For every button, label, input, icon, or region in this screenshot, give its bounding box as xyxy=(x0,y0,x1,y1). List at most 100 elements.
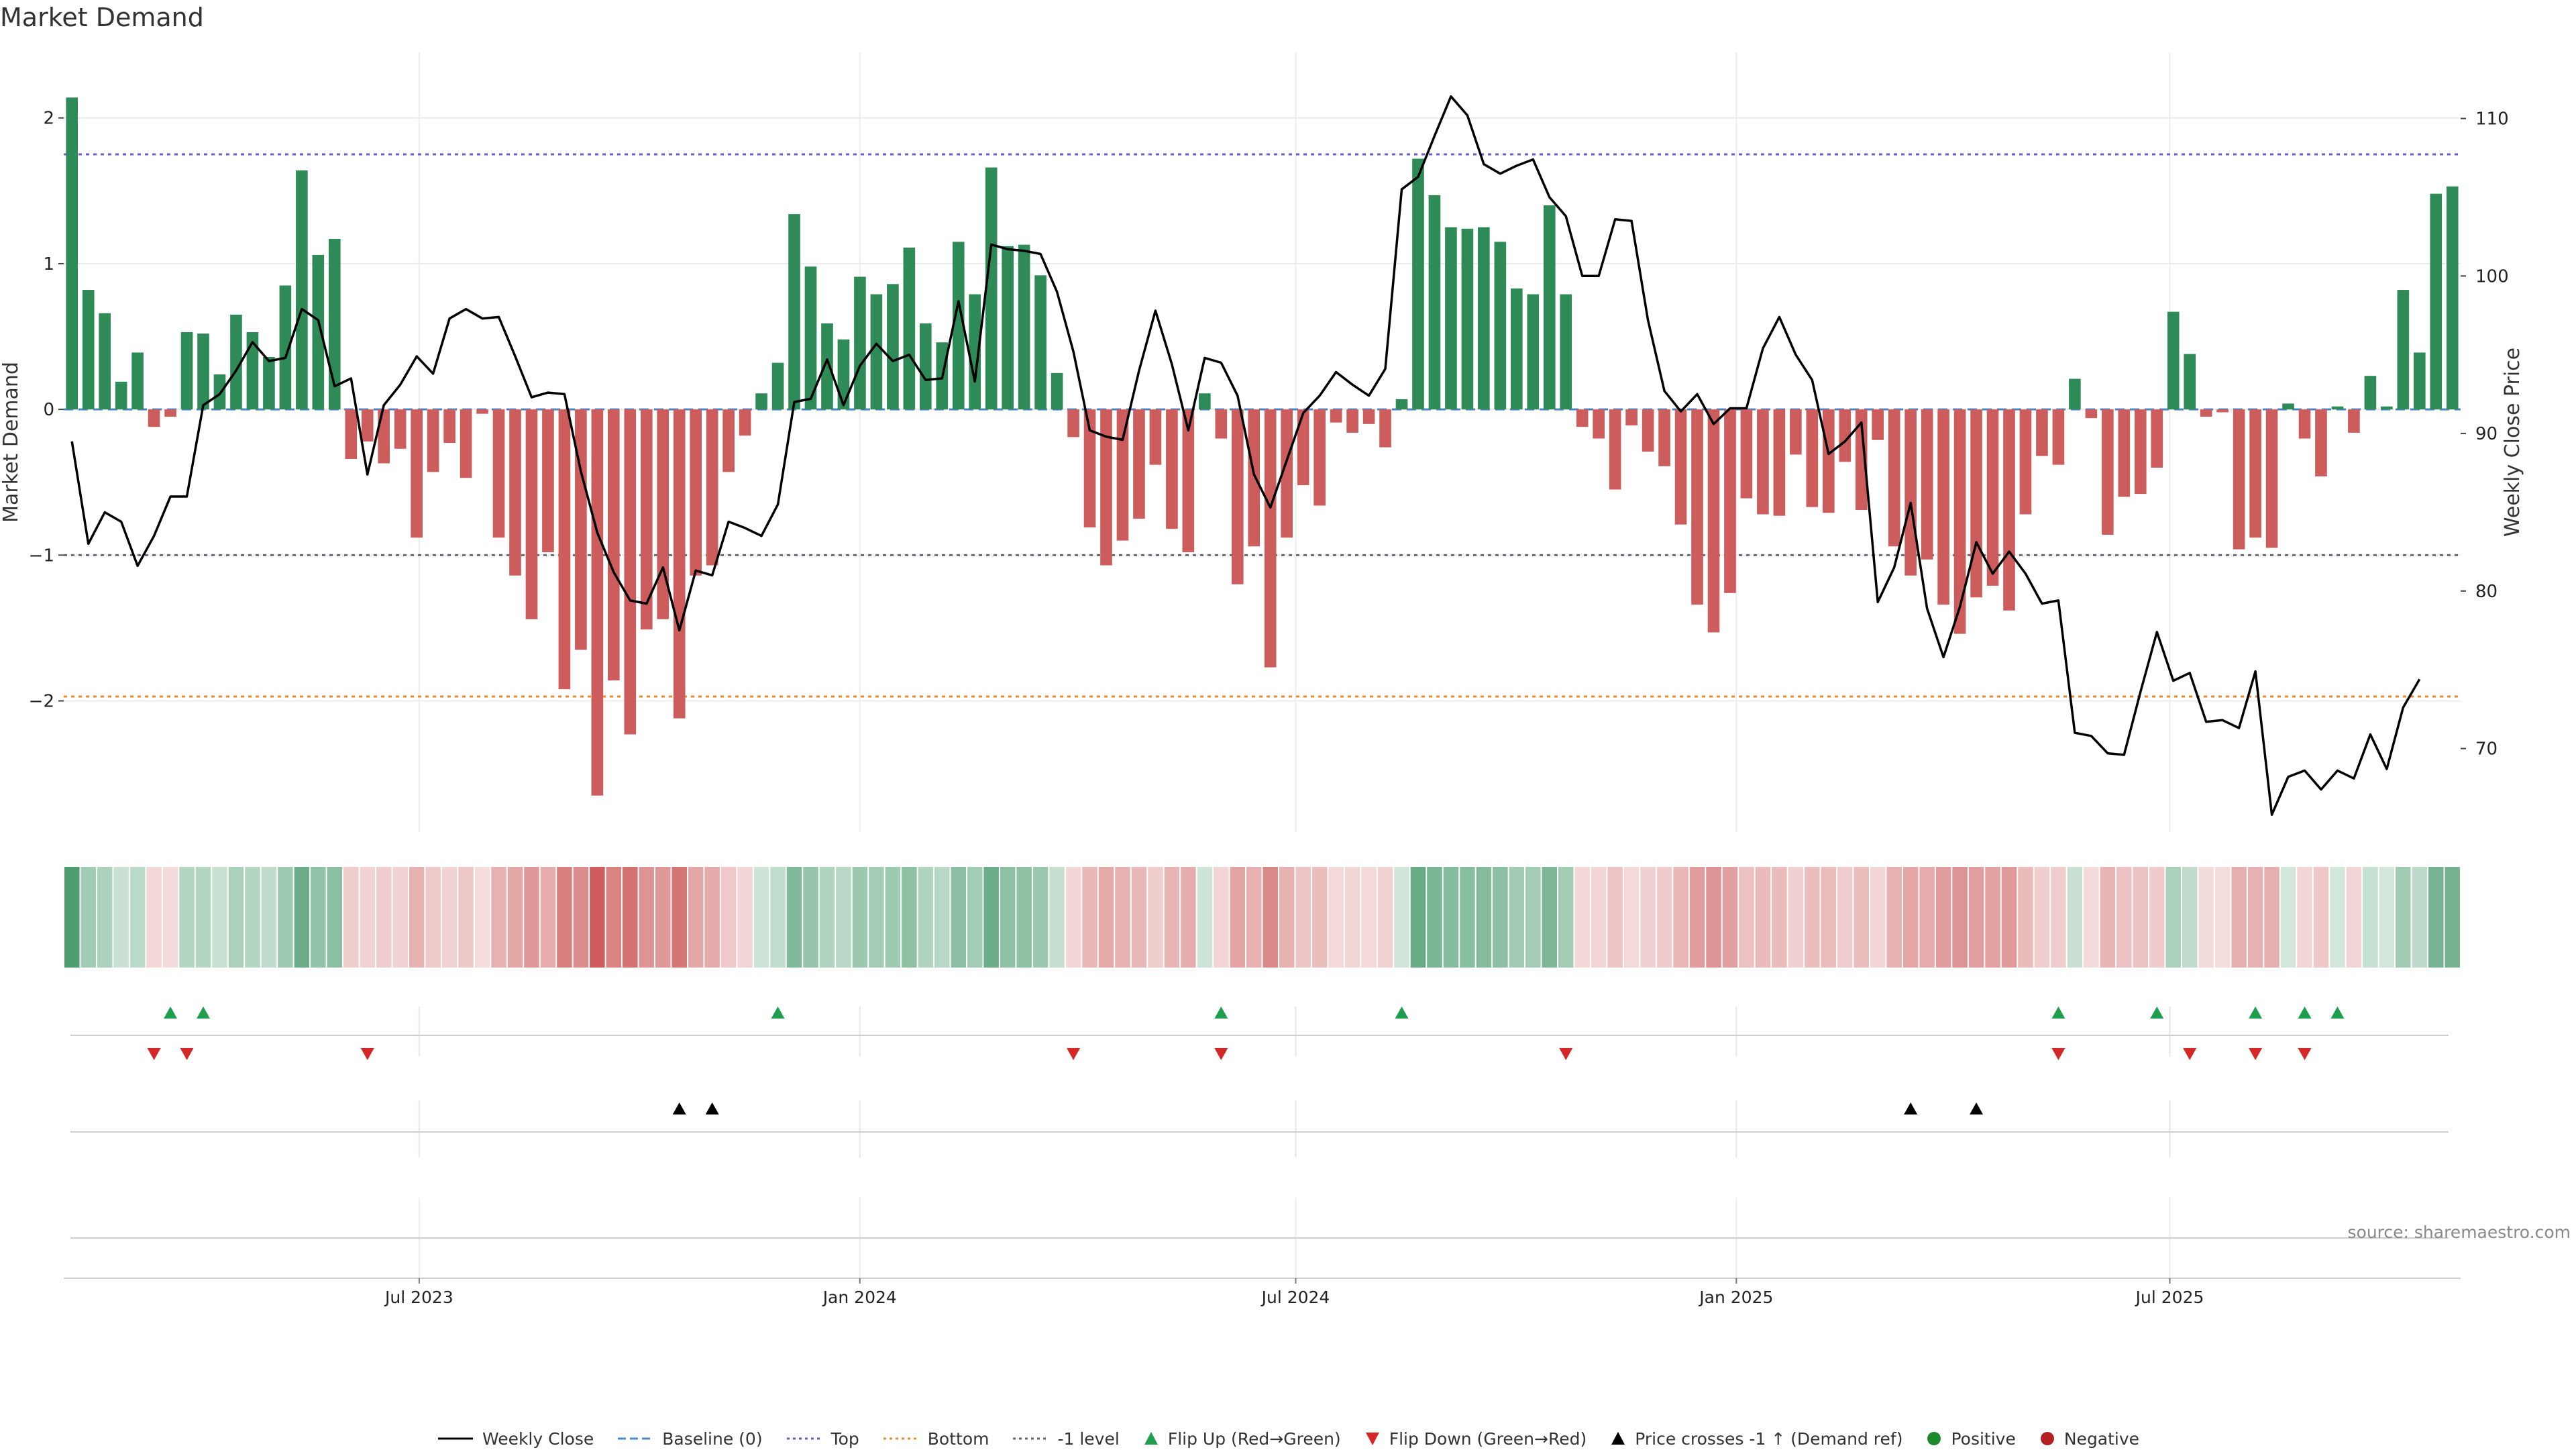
demand-bar xyxy=(1461,228,1474,410)
demand-bar xyxy=(1379,409,1391,448)
demand-bar xyxy=(1511,288,1523,410)
heat-strip-cell xyxy=(1214,867,1229,968)
heat-strip-cell xyxy=(1246,867,1262,968)
x-tick-label: Jul 2025 xyxy=(2135,1288,2204,1307)
demand-bar xyxy=(1790,409,1802,455)
legend-swatch xyxy=(786,1437,822,1440)
demand-bar xyxy=(903,248,916,410)
heat-strip-cell xyxy=(1230,867,1246,968)
demand-bar xyxy=(1904,409,1917,576)
heat-strip-cell xyxy=(409,867,425,968)
demand-bar xyxy=(1757,409,1769,515)
heat-strip-cell xyxy=(770,867,786,968)
y-tick-label: −1 xyxy=(29,546,54,566)
heat-strip-cell xyxy=(1115,867,1130,968)
legend-item: Negative xyxy=(2039,1429,2139,1449)
heat-strip-cell xyxy=(1049,867,1065,968)
heat-strip-cell xyxy=(1443,867,1459,968)
legend-label: Baseline (0) xyxy=(662,1429,763,1449)
y2-tick-label: 80 xyxy=(2475,582,2498,602)
demand-bar xyxy=(246,332,259,410)
demand-bar xyxy=(1543,205,1556,410)
heat-strip-cell xyxy=(311,867,326,968)
demand-bar xyxy=(2216,409,2229,413)
flip-down-marker xyxy=(1214,1048,1228,1060)
demand-bar xyxy=(2414,352,2426,410)
demand-bar xyxy=(164,409,176,417)
demand-bar xyxy=(2019,409,2032,515)
heat-strip-cell xyxy=(2214,867,2231,968)
heat-strip-cell xyxy=(836,867,851,968)
heat-strip-cell xyxy=(261,867,277,968)
demand-bar xyxy=(1412,158,1424,410)
legend-swatch xyxy=(1611,1432,1625,1445)
heat-strip-cell xyxy=(507,867,523,968)
demand-bar xyxy=(854,276,866,410)
demand-bar xyxy=(148,409,160,427)
heat-strip-cell xyxy=(1263,867,1278,968)
price-cross-marker xyxy=(1970,1102,1984,1114)
x-tick-label: Jul 2024 xyxy=(1260,1288,1330,1307)
heat-strip-cell xyxy=(1919,867,1935,968)
heat-strip-cell xyxy=(1739,867,1754,968)
y-tick-label: 2 xyxy=(43,109,54,129)
heat-strip-cell xyxy=(80,867,96,968)
heat-strip-cell xyxy=(2412,867,2428,968)
x-tick-label: Jan 2024 xyxy=(822,1288,897,1307)
demand-bar xyxy=(1970,409,1982,598)
flip-down-marker xyxy=(147,1048,161,1060)
demand-bar xyxy=(575,409,587,650)
demand-bar xyxy=(1839,409,1851,462)
heat-strip-cell xyxy=(97,867,113,968)
heat-strip-cell xyxy=(1065,867,1081,968)
demand-bar xyxy=(1133,409,1145,519)
demand-bar xyxy=(525,409,538,619)
heat-strip-cell xyxy=(228,867,244,968)
heat-strip-cell xyxy=(1821,867,1837,968)
demand-bar xyxy=(1527,294,1540,410)
legend-swatch xyxy=(437,1437,473,1440)
demand-bar xyxy=(1166,409,1178,529)
heat-strip-cell xyxy=(327,867,343,968)
heat-strip-cell xyxy=(1985,867,2000,968)
heat-strip-cell xyxy=(1656,867,1672,968)
y2-tick-label: 70 xyxy=(2475,739,2498,760)
demand-bar xyxy=(1248,409,1260,547)
demand-bar xyxy=(1691,409,1703,605)
heat-strip-cell xyxy=(458,867,474,968)
demand-bar xyxy=(411,409,423,538)
heat-strip-cell xyxy=(1607,867,1623,968)
heat-strip-cell xyxy=(2313,867,2329,968)
demand-bar xyxy=(1724,409,1736,593)
legend-label: Flip Up (Red→Green) xyxy=(1167,1429,1341,1449)
heat-strip-cell xyxy=(590,867,605,968)
heat-strip-cell xyxy=(113,867,129,968)
heat-strip-cell xyxy=(1755,867,1771,968)
legend-item: Flip Up (Red→Green) xyxy=(1142,1429,1341,1449)
legend-label: Flip Down (Green→Red) xyxy=(1389,1429,1587,1449)
demand-bar xyxy=(755,393,767,410)
legend-label: Bottom xyxy=(927,1429,989,1449)
heat-strip-cell xyxy=(1805,867,1820,968)
demand-bar xyxy=(706,409,718,566)
heat-strip-cell xyxy=(179,867,195,968)
heat-strip-cell xyxy=(2165,867,2181,968)
heat-strip-cell xyxy=(557,867,572,968)
heat-strip-cell xyxy=(1394,867,1409,968)
heat-strip-cell xyxy=(1493,867,1508,968)
chart-legend: Weekly Close Baseline (0) Top Bottom -1 leve… xyxy=(0,1425,2576,1452)
heat-strip-cell xyxy=(524,867,539,968)
heat-strip-cell xyxy=(1525,867,1541,968)
legend-swatch xyxy=(1927,1432,1941,1445)
demand-bar xyxy=(1313,409,1326,506)
heat-strip-cell xyxy=(639,867,655,968)
flip-up-marker xyxy=(1395,1006,1409,1019)
demand-bar xyxy=(1658,409,1670,466)
demand-bar xyxy=(2036,409,2048,456)
demand-bar xyxy=(1822,409,1835,513)
heat-strip-cell xyxy=(162,867,178,968)
demand-bar xyxy=(2249,409,2261,538)
demand-bar xyxy=(690,409,702,576)
demand-bar xyxy=(2184,354,2196,410)
demand-bar xyxy=(1921,409,1933,560)
